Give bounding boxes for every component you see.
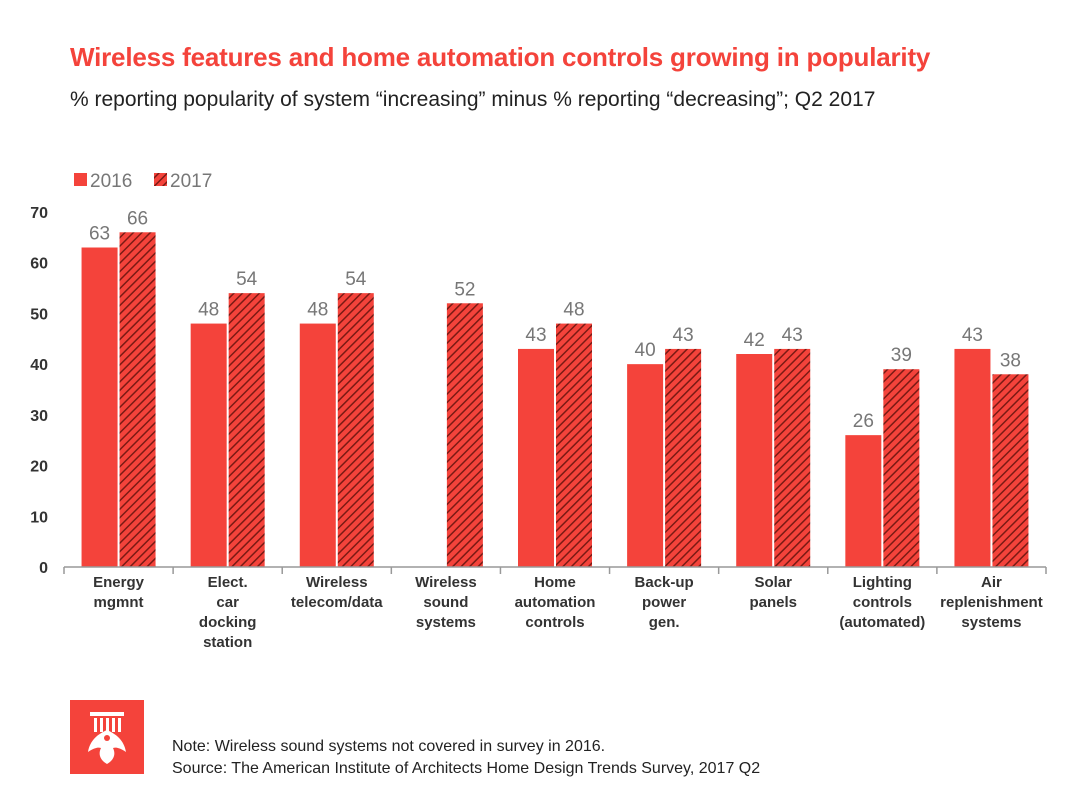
legend-label-2016: 2016 — [90, 171, 132, 192]
y-tick-label: 60 — [30, 256, 48, 273]
bar-2016 — [299, 323, 336, 567]
y-axis: 0 10 20 30 40 50 60 70 — [30, 205, 48, 577]
bar-value-label: 39 — [891, 345, 912, 366]
x-category-label: Solar panels — [749, 574, 797, 611]
bar-2016 — [845, 435, 882, 567]
y-tick-label: 20 — [30, 459, 48, 476]
legend-swatch-2016 — [74, 173, 87, 186]
x-axis: Energy mgmnt Elect. car docking station Wirele… — [63, 566, 1047, 651]
bar-2017 — [883, 369, 920, 567]
bar-value-label: 66 — [127, 208, 148, 229]
aia-eagle-logo-icon — [70, 700, 144, 774]
y-tick-label: 70 — [30, 205, 48, 222]
bar-2017 — [556, 323, 592, 567]
bar-value-label: 48 — [198, 300, 219, 321]
x-category-label: Wireless sound systems — [415, 574, 477, 631]
note-text: Note: Wireless sound systems not covered… — [172, 738, 606, 755]
bar-2016 — [190, 323, 227, 567]
y-tick-label: 50 — [30, 306, 48, 323]
bar-value-label: 26 — [853, 411, 874, 432]
chart-title: Wireless features and home automation co… — [70, 42, 931, 72]
y-tick-label: 30 — [30, 408, 48, 425]
bar-value-label: 43 — [782, 325, 803, 346]
y-tick-label: 0 — [39, 560, 48, 577]
bars-group: 63 66 48 54 48 54 52 43 48 40 43 42 43 26 39 43 38 — [81, 208, 1029, 568]
bar-value-label: 43 — [962, 325, 983, 346]
x-category-label: Lighting controls (automated) — [839, 574, 925, 631]
x-category-label: Energy mgmnt — [93, 574, 145, 611]
bar-chart: 2016 2017 0 10 20 30 40 50 60 70 63 66 48 54 48 54 52 4… — [30, 171, 1047, 651]
bar-2017 — [774, 348, 811, 567]
bar-value-label: 42 — [744, 330, 765, 351]
x-category-label: Wireless telecom/data — [291, 574, 383, 611]
chart-legend: 2016 2017 — [74, 171, 212, 192]
bar-2016 — [518, 348, 554, 567]
bar-2016 — [627, 364, 664, 567]
bar-value-label: 48 — [307, 300, 328, 321]
y-tick-label: 40 — [30, 357, 48, 374]
bar-2016 — [81, 247, 118, 567]
bar-2017 — [446, 303, 483, 567]
bar-value-label: 54 — [345, 269, 367, 290]
bar-2017 — [228, 293, 265, 567]
bar-2017 — [992, 374, 1029, 567]
x-category-label: Home automation controls — [515, 574, 596, 631]
bar-2017 — [665, 348, 702, 567]
bar-2016 — [736, 354, 773, 567]
bar-2017 — [337, 293, 374, 567]
bar-value-label: 63 — [89, 224, 110, 245]
bar-2016 — [954, 348, 991, 567]
source-text: Source: The American Institute of Archit… — [172, 760, 761, 777]
legend-label-2017: 2017 — [170, 171, 212, 192]
chart-note: Note: Wireless sound systems not covered… — [172, 736, 760, 780]
bar-value-label: 38 — [1000, 350, 1021, 371]
bar-value-label: 40 — [635, 340, 656, 361]
y-tick-label: 10 — [30, 509, 48, 526]
bar-2017 — [119, 232, 156, 568]
x-category-label: Elect. car docking station — [199, 574, 257, 651]
chart-subtitle: % reporting popularity of system “increa… — [70, 88, 876, 111]
legend-swatch-2017 — [154, 173, 167, 186]
bar-value-label: 43 — [673, 325, 694, 346]
bar-value-label: 52 — [454, 279, 475, 300]
x-category-label: Back-up power gen. — [635, 574, 694, 631]
bar-value-label: 48 — [563, 300, 584, 321]
bar-value-label: 43 — [525, 325, 546, 346]
bar-value-label: 54 — [236, 269, 258, 290]
x-category-label: Air replenishment systems — [940, 574, 1043, 631]
